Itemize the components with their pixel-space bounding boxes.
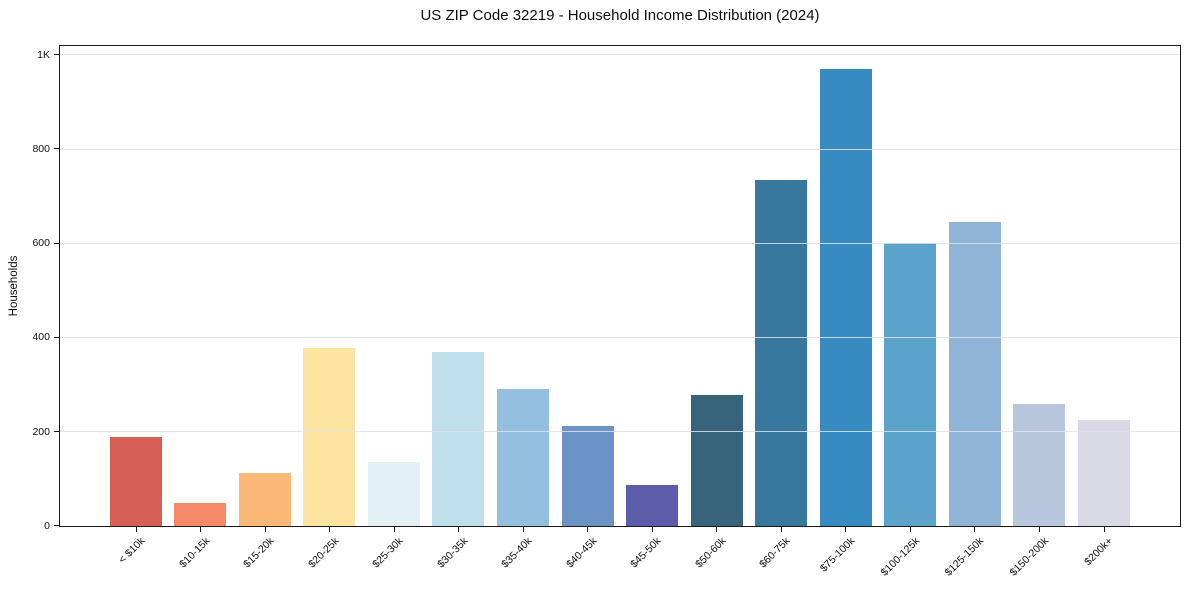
bar bbox=[819, 69, 872, 526]
x-tick-label: $60-75k bbox=[757, 535, 793, 571]
bar bbox=[174, 503, 227, 526]
y-tick-label: 400 bbox=[32, 331, 50, 344]
x-tick-label: $35-40k bbox=[499, 535, 535, 571]
bar bbox=[109, 436, 162, 526]
x-tick-mark bbox=[716, 527, 718, 532]
x-tick-label: < $10k bbox=[116, 535, 148, 566]
x-tick-mark bbox=[780, 527, 782, 532]
x-tick-mark bbox=[974, 527, 976, 532]
bar bbox=[690, 395, 743, 526]
x-tick-label: $40-45k bbox=[563, 535, 600, 571]
x-tick-mark bbox=[1103, 527, 1105, 532]
bar bbox=[497, 389, 549, 526]
x-tick-mark bbox=[587, 527, 589, 532]
bar bbox=[561, 426, 614, 526]
x-tick-label: $20-25k bbox=[305, 535, 342, 571]
x-tick-label: $45-50k bbox=[628, 535, 664, 571]
bar bbox=[303, 347, 356, 526]
x-tick-label: $200k+ bbox=[1082, 535, 1116, 569]
x-tick-label: $25-30k bbox=[370, 535, 406, 571]
bar bbox=[432, 351, 485, 526]
y-tick-label: 600 bbox=[32, 237, 50, 250]
y-axis-label: Households bbox=[8, 255, 20, 317]
x-tick-mark bbox=[522, 527, 524, 532]
bar bbox=[1077, 420, 1130, 526]
bar bbox=[755, 179, 808, 526]
chart-title: US ZIP Code 32219 - Household Income Dis… bbox=[420, 7, 820, 24]
x-tick-mark bbox=[200, 527, 202, 532]
x-tick-label: $10-15k bbox=[176, 535, 213, 571]
y-tick-mark bbox=[54, 336, 59, 338]
y-tick-label: 0 bbox=[44, 519, 50, 532]
x-tick-mark bbox=[329, 527, 331, 532]
x-tick-mark bbox=[651, 527, 653, 532]
x-tick-mark bbox=[1038, 527, 1040, 532]
bar bbox=[626, 484, 679, 526]
x-tick-label: $15-20k bbox=[241, 535, 277, 571]
x-tick-label: $125-150k bbox=[942, 535, 987, 579]
bar bbox=[238, 473, 291, 526]
bar bbox=[948, 222, 1001, 526]
bar bbox=[1013, 403, 1066, 526]
y-tick-label: 800 bbox=[32, 142, 50, 155]
bar bbox=[367, 462, 420, 526]
y-tick-mark bbox=[54, 148, 59, 150]
y-tick-mark bbox=[54, 54, 59, 56]
x-tick-mark bbox=[135, 527, 137, 532]
x-tick-mark bbox=[845, 527, 847, 532]
x-tick-mark bbox=[458, 527, 460, 532]
plot-area bbox=[59, 45, 1181, 527]
y-tick-mark bbox=[54, 431, 59, 433]
x-tick-label: $50-60k bbox=[692, 535, 729, 571]
x-tick-label: $75-100k bbox=[817, 535, 858, 575]
y-tick-mark bbox=[54, 525, 59, 527]
y-tick-label: 200 bbox=[32, 425, 50, 438]
y-tick-mark bbox=[54, 242, 59, 244]
x-tick-mark bbox=[393, 527, 395, 532]
x-tick-label: $100-125k bbox=[878, 535, 922, 579]
bar bbox=[884, 243, 937, 526]
x-tick-label: $30-35k bbox=[434, 535, 471, 571]
y-tick-label: 1K bbox=[37, 48, 50, 61]
bars-layer bbox=[60, 46, 1180, 526]
x-tick-label: $150-200k bbox=[1007, 535, 1051, 579]
x-tick-mark bbox=[909, 527, 911, 532]
x-tick-mark bbox=[264, 527, 266, 532]
